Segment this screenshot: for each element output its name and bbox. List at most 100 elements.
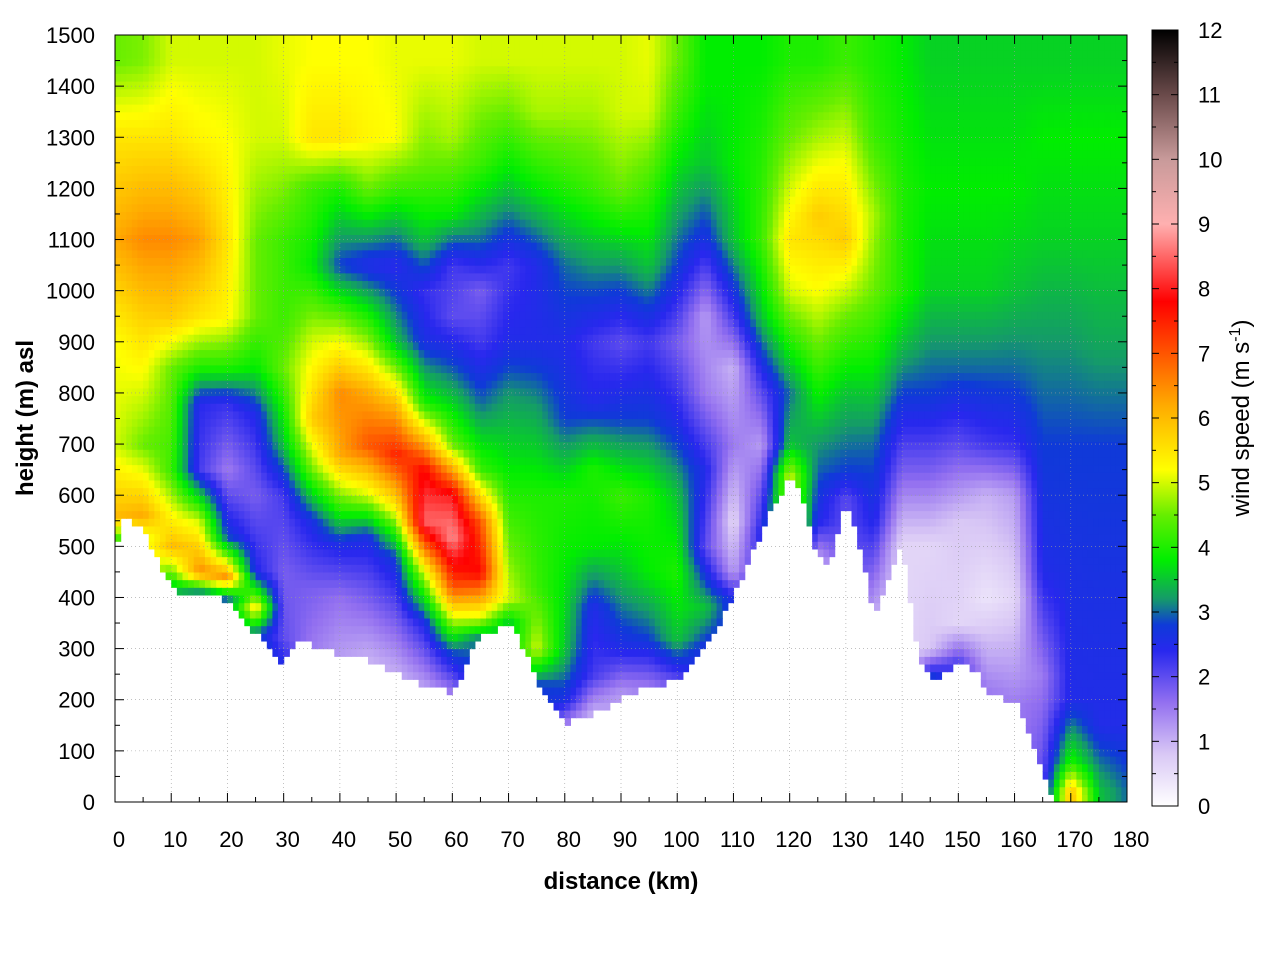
heatmap-cell [452,663,459,673]
heatmap-cell [379,640,386,650]
heatmap-cell [424,50,431,59]
heatmap-cell [148,403,155,412]
heatmap-cell [334,479,341,489]
heatmap-cell [171,533,178,542]
heatmap-cell [221,280,229,289]
heatmap-cell [137,35,144,44]
heatmap-cell [300,349,307,358]
heatmap-cell [390,579,397,588]
heatmap-cell [165,380,172,389]
heatmap-cell [300,610,307,619]
heatmap-cell [165,242,172,251]
heatmap-cell [176,364,184,374]
heatmap-cell [221,571,229,581]
heatmap-cell [278,533,285,542]
heatmap-cell [379,341,386,351]
heatmap-cell [373,495,380,504]
heatmap-cell [463,640,470,650]
heatmap-cell [345,602,352,611]
heatmap-cell [311,73,318,82]
heatmap-cell [396,288,403,297]
heatmap-cell [345,280,352,289]
heatmap-cell [255,203,262,213]
heatmap-cell [401,533,408,542]
heatmap-cell [255,472,262,481]
heatmap-cell [261,326,268,335]
heatmap-cell [412,472,420,481]
heatmap-cell [317,111,324,120]
heatmap-cell [159,334,167,343]
heatmap-cell [317,510,324,519]
heatmap-cell [328,180,335,189]
heatmap-cell [424,441,431,450]
heatmap-cell [463,564,470,573]
heatmap-cell [452,525,459,535]
heatmap-cell [384,656,392,665]
heatmap-cell [238,449,245,458]
heatmap-cell [289,280,296,289]
heatmap-cell [261,73,268,82]
heatmap-cell [137,272,144,282]
heatmap-cell [289,479,296,489]
heatmap-cell [182,127,189,136]
heatmap-cell [120,418,127,427]
heatmap-cell [143,104,150,113]
heatmap-cell [131,81,139,90]
heatmap-cell [384,272,392,282]
heatmap-cell [441,211,448,220]
heatmap-cell [418,518,425,527]
heatmap-cell [323,219,330,228]
heatmap-cell [401,88,408,97]
heatmap-cell [311,410,318,420]
heatmap-cell [115,479,122,489]
heatmap-cell [441,633,448,642]
heatmap-cell [261,104,268,113]
heatmap-cell [244,403,251,412]
heatmap-cell [289,127,296,136]
heatmap-cell [137,81,144,90]
heatmap-cell [474,556,482,565]
heatmap-cell [452,73,459,82]
heatmap-cell [418,242,425,251]
heatmap-cell [412,73,420,82]
heatmap-cell [407,372,414,381]
heatmap-cell [131,311,139,320]
heatmap-cell [345,587,352,596]
heatmap-cell [193,58,200,67]
heatmap-cell [424,395,431,404]
heatmap-cell [249,541,257,550]
heatmap-cell [306,326,313,335]
heatmap-cell [306,541,313,550]
heatmap-cell [278,579,285,588]
heatmap-cell [233,88,240,97]
heatmap-cell [278,656,285,665]
heatmap-cell [283,541,290,550]
heatmap-cell [446,134,453,143]
heatmap-cell [384,104,392,113]
heatmap-cell [362,587,369,596]
heatmap-cell [407,303,414,312]
heatmap-cell [182,449,189,458]
heatmap-cell [469,280,476,289]
heatmap-cell [120,272,127,282]
heatmap-cell [278,180,285,189]
heatmap-cell [159,96,167,105]
heatmap-cell [429,525,437,535]
heatmap-cell [407,50,414,59]
heatmap-cell [244,441,251,450]
heatmap-cell [165,341,172,351]
heatmap-cell [356,372,363,381]
heatmap-cell [249,127,257,136]
heatmap-cell [424,656,431,665]
heatmap-cell [204,288,212,297]
heatmap-cell [289,525,296,535]
heatmap-cell [396,341,403,351]
heatmap-cell [452,671,459,680]
heatmap-cell [356,449,363,458]
heatmap-cell [199,456,206,466]
heatmap-cell [165,196,172,205]
heatmap-cell [323,518,330,527]
heatmap-cell [204,410,212,420]
heatmap-cell [204,510,212,519]
heatmap-cell [390,142,397,151]
